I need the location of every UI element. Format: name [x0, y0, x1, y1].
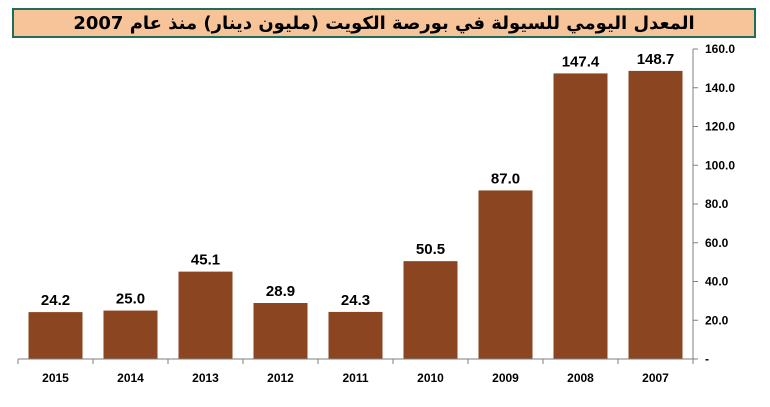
bar-2012 — [253, 303, 308, 359]
category-label-2008: 2008 — [567, 371, 594, 385]
y-tick-label: 140.0 — [705, 81, 735, 95]
y-tick-label: 160.0 — [705, 42, 735, 56]
value-label-2014: 25.0 — [116, 291, 145, 308]
value-label-2012: 28.9 — [266, 283, 295, 300]
bar-2009 — [478, 190, 533, 359]
value-label-2009: 87.0 — [491, 170, 520, 187]
y-tick-label: 120.0 — [705, 120, 735, 134]
category-label-2007: 2007 — [642, 371, 669, 385]
value-label-2007: 148.7 — [637, 51, 675, 68]
bar-2008 — [553, 73, 608, 359]
category-label-2011: 2011 — [342, 371, 368, 385]
value-label-2008: 147.4 — [562, 53, 600, 70]
bar-2013 — [178, 271, 233, 359]
bar-2015 — [28, 312, 83, 359]
category-label-2013: 2013 — [192, 371, 219, 385]
value-label-2015: 24.2 — [41, 292, 70, 309]
y-tick-label: 40.0 — [705, 275, 729, 289]
category-label-2010: 2010 — [417, 371, 444, 385]
y-tick-label: 20.0 — [705, 313, 729, 327]
y-tick-label: 60.0 — [705, 236, 729, 250]
chart-title: المعدل اليومي للسيولة في بورصة الكويت (م… — [73, 12, 695, 34]
category-label-2014: 2014 — [117, 371, 144, 385]
bar-2007 — [628, 70, 683, 360]
value-label-2011: 24.3 — [341, 292, 370, 309]
bar-2011 — [328, 311, 383, 359]
bar-2010 — [403, 261, 458, 359]
category-label-2015: 2015 — [42, 371, 69, 385]
value-label-2010: 50.5 — [416, 241, 445, 258]
value-label-2013: 45.1 — [191, 252, 220, 269]
chart-title-box: المعدل اليومي للسيولة في بورصة الكويت (م… — [12, 8, 756, 38]
y-tick-label: 100.0 — [705, 158, 735, 172]
y-tick-label: - — [705, 352, 709, 366]
bar-2014 — [103, 310, 158, 359]
y-tick-label: 80.0 — [705, 197, 729, 211]
category-label-2009: 2009 — [492, 371, 519, 385]
category-label-2012: 2012 — [267, 371, 294, 385]
